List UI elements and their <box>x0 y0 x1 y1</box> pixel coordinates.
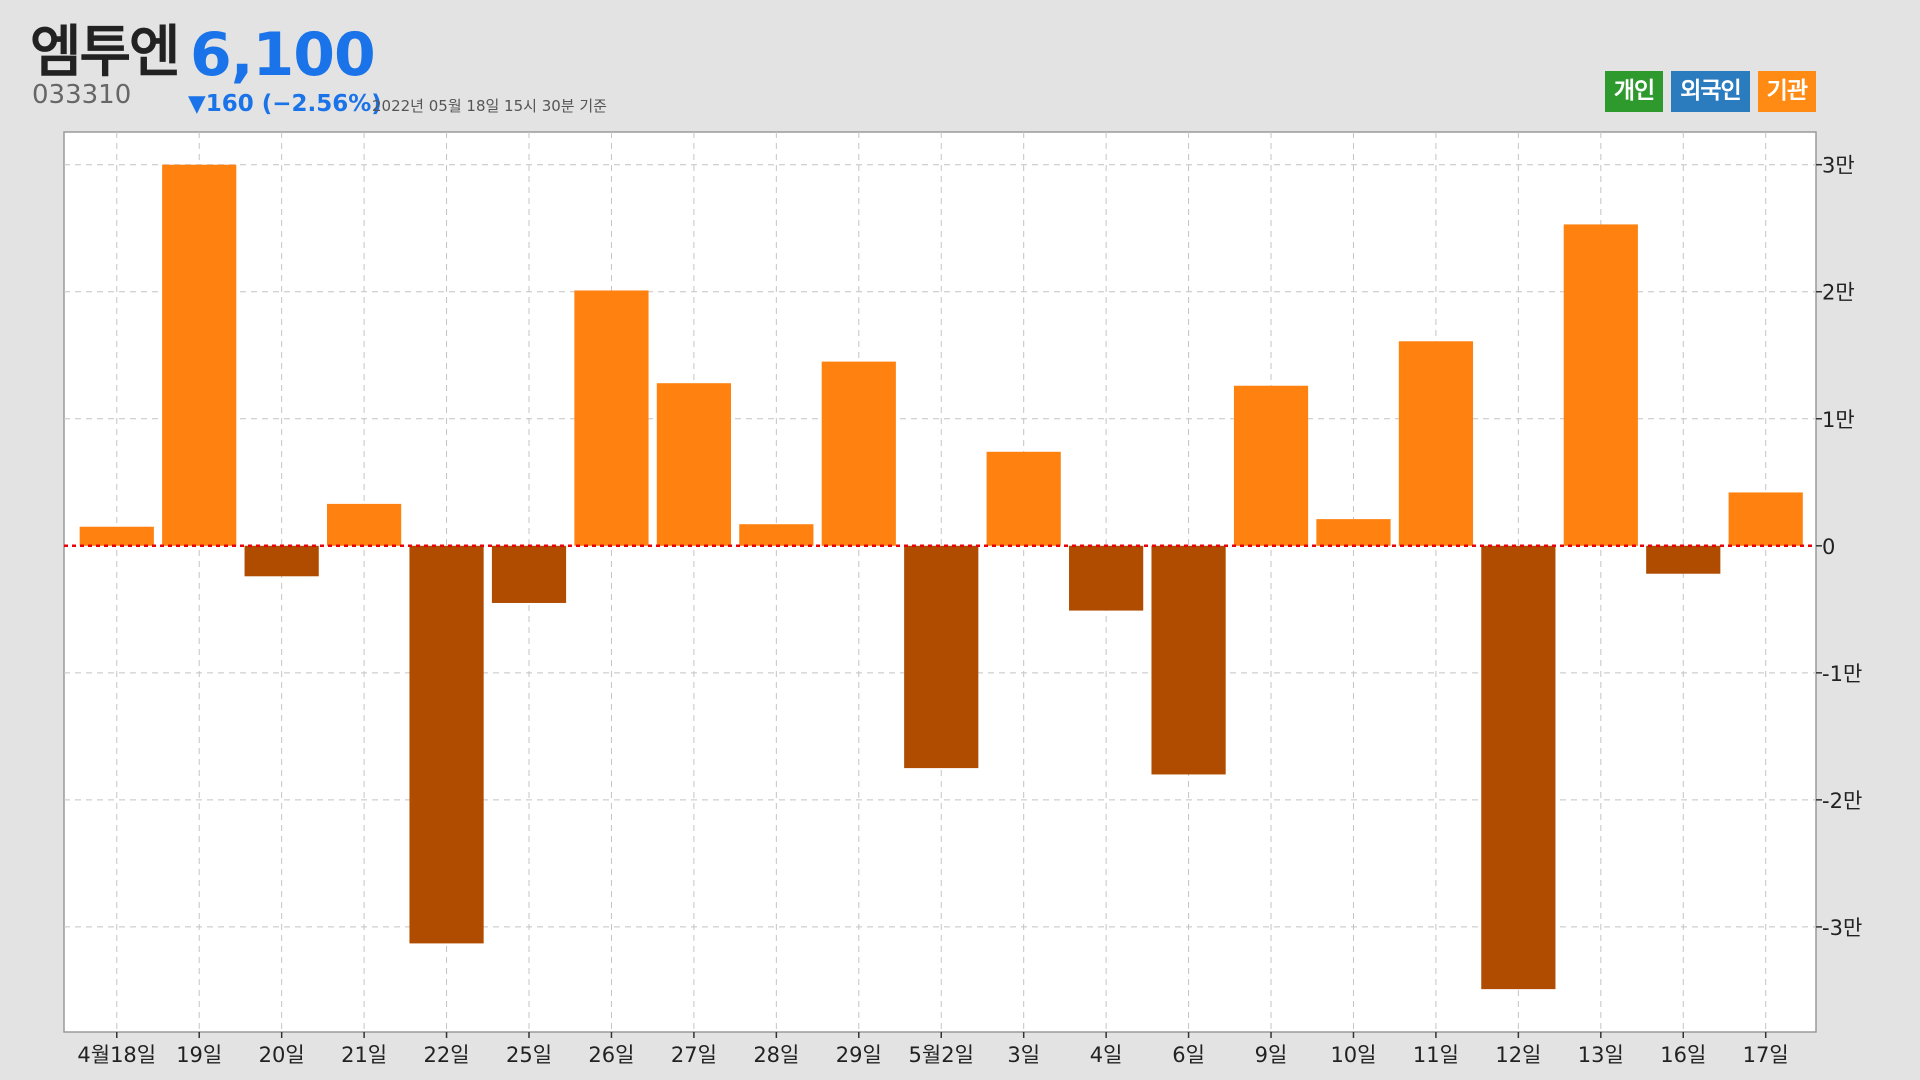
stock-price: 6,100 <box>190 20 376 90</box>
x-tick-label: 19일 <box>176 1043 222 1067</box>
timestamp: 2022년 05월 18일 15시 30분 기준 <box>372 97 607 115</box>
bar <box>162 164 237 546</box>
x-tick-label: 3일 <box>1007 1043 1040 1067</box>
x-tick-label: 25일 <box>506 1043 552 1067</box>
y-tick-label: -3만 <box>1822 916 1862 940</box>
bar <box>1481 545 1556 990</box>
y-tick-label: 1만 <box>1822 408 1855 432</box>
x-tick-label: 26일 <box>588 1043 634 1067</box>
y-tick-label: -1만 <box>1822 662 1862 686</box>
bar <box>491 545 567 603</box>
x-tick-label: 13일 <box>1578 1043 1624 1067</box>
bar <box>904 545 979 769</box>
y-tick-label: -2만 <box>1822 789 1862 813</box>
x-tick-label: 10일 <box>1330 1043 1376 1067</box>
bar <box>1646 545 1721 574</box>
stock-code: 033310 <box>32 80 132 110</box>
x-tick-label: 17일 <box>1743 1043 1789 1067</box>
bar <box>739 524 814 546</box>
x-tick-label: 21일 <box>341 1043 387 1067</box>
bar <box>656 383 731 546</box>
x-tick-label: 12일 <box>1495 1043 1541 1067</box>
bar <box>327 503 402 546</box>
y-tick-label: 2만 <box>1822 281 1855 305</box>
x-tick-label: 20일 <box>259 1043 305 1067</box>
bar <box>574 290 649 546</box>
x-tick-label: 16일 <box>1660 1043 1706 1067</box>
stock-name: 엠투엔 <box>30 20 181 85</box>
x-tick-label: 28일 <box>753 1043 799 1067</box>
x-tick-label: 22일 <box>424 1043 470 1067</box>
bar <box>1398 341 1474 546</box>
bar <box>1233 385 1309 546</box>
x-tick-label: 6일 <box>1172 1043 1205 1067</box>
bar <box>1316 519 1391 546</box>
x-tick-label: 4일 <box>1090 1043 1123 1067</box>
legend: 개인 외국인 기관 <box>1604 71 1816 112</box>
bar <box>821 361 896 546</box>
bar <box>79 526 154 546</box>
bar <box>244 545 319 577</box>
bar <box>986 451 1061 546</box>
bar <box>1728 492 1803 546</box>
x-tick-label: 27일 <box>671 1043 717 1067</box>
bar <box>1151 545 1226 775</box>
x-tick-label: 29일 <box>836 1043 882 1067</box>
x-tick-label: 9일 <box>1255 1043 1288 1067</box>
y-tick-label: 0 <box>1822 535 1835 559</box>
y-tick-label: 3만 <box>1822 154 1855 178</box>
legend-item-individual[interactable]: 개인 <box>1604 71 1664 112</box>
bar <box>409 545 484 944</box>
bar <box>1069 545 1144 611</box>
legend-item-institution[interactable]: 기관 <box>1757 71 1816 112</box>
x-tick-label: 11일 <box>1413 1043 1459 1067</box>
legend-item-foreign[interactable]: 외국인 <box>1671 71 1750 112</box>
x-tick-label: 5월2일 <box>909 1043 974 1067</box>
price-change: ▼160 (−2.56%) <box>188 91 382 117</box>
x-tick-label: 4월18일 <box>77 1043 156 1067</box>
bar <box>1563 224 1638 546</box>
